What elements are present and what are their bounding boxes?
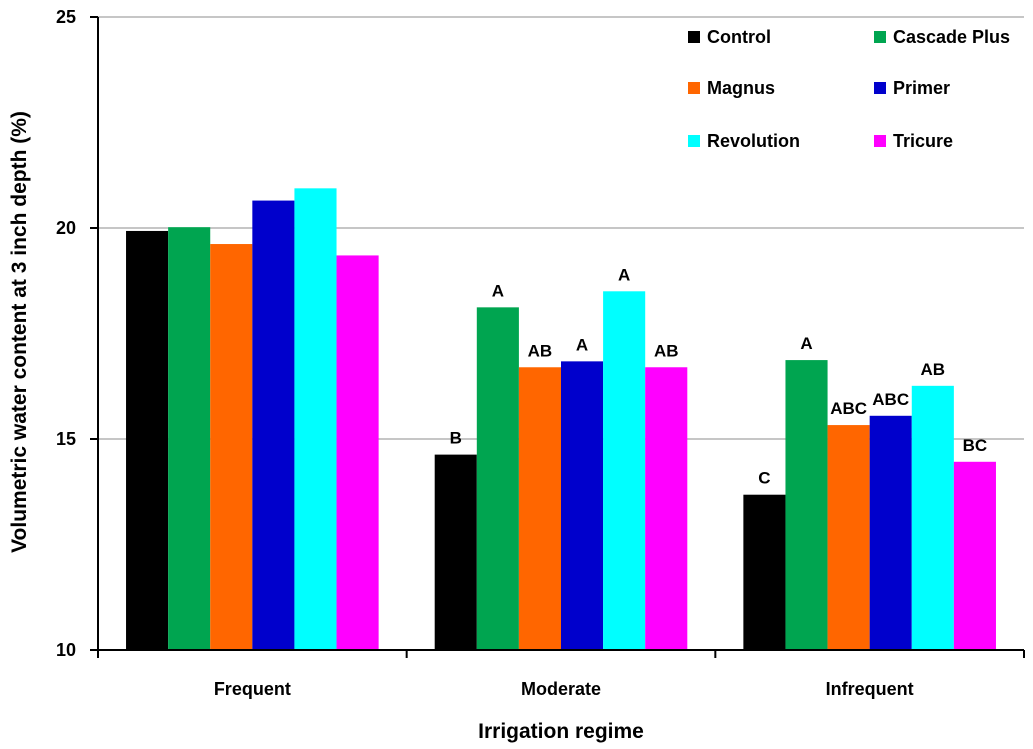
bar	[126, 230, 169, 651]
bars	[126, 188, 996, 651]
data-label: A	[492, 281, 504, 300]
data-label: AB	[654, 341, 679, 360]
data-label: AB	[921, 360, 946, 379]
y-tick-label: 10	[56, 640, 76, 660]
bar	[911, 385, 954, 650]
bar	[785, 360, 828, 650]
bar	[603, 291, 646, 650]
data-label: BC	[963, 436, 988, 455]
legend-label: Cascade Plus	[893, 27, 1010, 47]
data-label: A	[800, 334, 812, 353]
y-tick-label: 15	[56, 429, 76, 449]
bar	[518, 367, 561, 650]
y-axis-title: Volumetric water content at 3 inch depth…	[8, 111, 31, 553]
bar	[953, 461, 996, 650]
bar	[869, 415, 912, 650]
data-label: AB	[528, 341, 553, 360]
legend-label: Tricure	[893, 131, 953, 151]
bar	[476, 307, 519, 650]
y-tick-label: 20	[56, 218, 76, 238]
legend-swatch	[874, 135, 886, 147]
data-label: C	[758, 469, 770, 488]
legend-swatch	[688, 135, 700, 147]
legend: Control Cascade Plus Magnus Primer Revolutio…	[688, 27, 1010, 151]
data-label: ABC	[872, 390, 909, 409]
data-label: B	[450, 429, 462, 448]
bar	[645, 367, 688, 650]
bar	[252, 200, 295, 650]
bar	[294, 188, 337, 650]
legend-label: Primer	[893, 78, 950, 98]
data-label: ABC	[830, 399, 867, 418]
bar	[434, 454, 477, 650]
legend-swatch	[688, 82, 700, 94]
legend-swatch	[688, 31, 700, 43]
y-tick-label: 25	[56, 7, 76, 27]
axes	[97, 17, 1024, 651]
bar	[743, 494, 786, 650]
legend-swatch	[874, 82, 886, 94]
x-tick-label: Moderate	[521, 679, 601, 699]
bar	[336, 255, 379, 650]
ticks: 10 15 20 25 Frequent Moderate Infrequent	[56, 7, 1025, 699]
legend-label: Control	[707, 27, 771, 47]
legend-swatch	[874, 31, 886, 43]
bar	[210, 244, 253, 650]
x-tick-label: Infrequent	[826, 679, 914, 699]
legend-label: Revolution	[707, 131, 800, 151]
x-axis-title: Irrigation regime	[478, 720, 644, 743]
data-label: A	[618, 265, 630, 284]
bar	[561, 361, 604, 650]
bar	[827, 425, 870, 650]
x-tick-label: Frequent	[214, 679, 291, 699]
legend-label: Magnus	[707, 78, 775, 98]
bar	[168, 227, 211, 650]
data-label: A	[576, 335, 588, 354]
